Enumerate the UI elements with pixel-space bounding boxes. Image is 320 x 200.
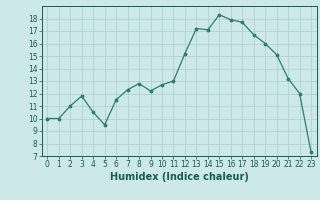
X-axis label: Humidex (Indice chaleur): Humidex (Indice chaleur) <box>110 172 249 182</box>
